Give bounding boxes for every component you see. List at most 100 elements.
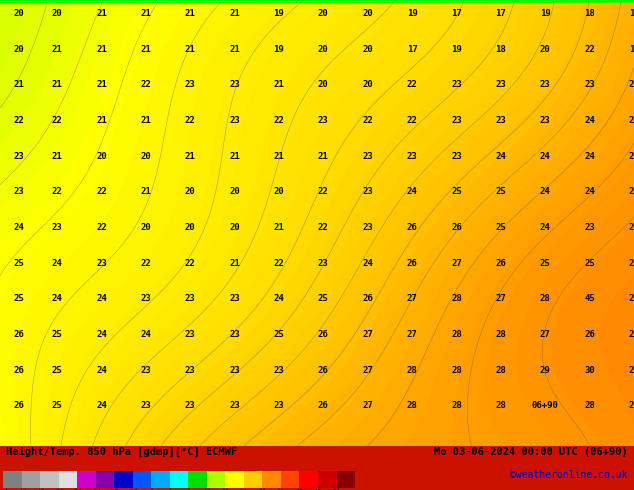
Text: 21: 21	[141, 116, 151, 125]
Text: 22: 22	[185, 116, 195, 125]
Text: 48: 48	[314, 489, 322, 490]
Text: 24: 24	[496, 151, 506, 161]
Text: 24: 24	[585, 116, 595, 125]
Text: 22: 22	[52, 116, 62, 125]
Text: 21: 21	[52, 45, 62, 53]
Text: -36: -36	[53, 489, 65, 490]
Text: 24: 24	[540, 187, 550, 196]
Text: 21: 21	[141, 9, 151, 18]
Text: 21: 21	[230, 45, 240, 53]
Text: 24: 24	[274, 294, 284, 303]
Bar	[40, 470, 59, 488]
Text: 24: 24	[52, 259, 62, 268]
Text: 22: 22	[274, 116, 284, 125]
Text: 24: 24	[240, 489, 248, 490]
Text: 28: 28	[451, 401, 462, 410]
Text: 24: 24	[629, 116, 634, 125]
Text: 21: 21	[52, 151, 62, 161]
Text: 23: 23	[141, 401, 151, 410]
Text: -18: -18	[108, 489, 120, 490]
Text: 27: 27	[363, 366, 373, 374]
Bar	[170, 470, 188, 488]
Bar	[299, 470, 318, 488]
Text: 18: 18	[221, 489, 230, 490]
Text: 26: 26	[14, 330, 24, 339]
Text: 26: 26	[585, 330, 595, 339]
Text: 30: 30	[585, 366, 595, 374]
Text: 29: 29	[540, 366, 550, 374]
Text: 23: 23	[363, 187, 373, 196]
Text: 24: 24	[363, 259, 373, 268]
Text: 24: 24	[52, 294, 62, 303]
Text: 23: 23	[230, 366, 240, 374]
Text: 24: 24	[407, 187, 417, 196]
Text: 21: 21	[185, 9, 195, 18]
Text: 24: 24	[96, 401, 107, 410]
Bar	[188, 470, 207, 488]
Bar	[262, 470, 281, 488]
Text: 28: 28	[407, 366, 417, 374]
Text: 27: 27	[451, 259, 462, 268]
Text: 20: 20	[230, 223, 240, 232]
Text: 17: 17	[451, 9, 462, 18]
Text: 22: 22	[52, 187, 62, 196]
Text: 24: 24	[96, 294, 107, 303]
Text: 24: 24	[629, 80, 634, 89]
Text: 25: 25	[629, 294, 634, 303]
Text: 21: 21	[96, 9, 107, 18]
Text: 21: 21	[96, 116, 107, 125]
Text: 22: 22	[96, 223, 107, 232]
Text: 23: 23	[363, 151, 373, 161]
Text: 25: 25	[52, 330, 62, 339]
Text: 23: 23	[230, 80, 240, 89]
Text: 25: 25	[274, 330, 284, 339]
Text: 24: 24	[540, 223, 550, 232]
Text: 45: 45	[585, 294, 595, 303]
Text: 22: 22	[141, 80, 151, 89]
Text: 23: 23	[318, 116, 328, 125]
Text: 21: 21	[96, 80, 107, 89]
Text: 23: 23	[274, 401, 284, 410]
Text: 23: 23	[318, 259, 328, 268]
Text: 22: 22	[363, 116, 373, 125]
Text: 25: 25	[585, 259, 595, 268]
Text: 26: 26	[318, 401, 328, 410]
Bar	[22, 470, 40, 488]
Text: 22: 22	[318, 187, 328, 196]
Text: 21: 21	[141, 187, 151, 196]
Text: 12: 12	[203, 489, 211, 490]
Text: 23: 23	[451, 80, 462, 89]
Text: -42: -42	[34, 489, 46, 490]
Text: 19: 19	[451, 45, 462, 53]
Text: 23: 23	[230, 116, 240, 125]
Text: 22: 22	[141, 259, 151, 268]
Text: 20: 20	[141, 151, 151, 161]
Text: 23: 23	[141, 294, 151, 303]
Text: 23: 23	[14, 187, 24, 196]
Text: 25: 25	[318, 294, 328, 303]
Text: 23: 23	[496, 116, 506, 125]
Text: 20: 20	[141, 223, 151, 232]
Text: 19: 19	[274, 9, 284, 18]
Text: 24: 24	[629, 223, 634, 232]
Text: 23: 23	[540, 80, 550, 89]
Text: 25: 25	[629, 151, 634, 161]
Text: 25: 25	[496, 223, 506, 232]
Text: 21: 21	[185, 151, 195, 161]
Text: 28: 28	[496, 366, 506, 374]
Text: 20: 20	[274, 187, 284, 196]
Text: 23: 23	[96, 259, 107, 268]
Text: 27: 27	[496, 294, 506, 303]
Text: 22: 22	[14, 116, 24, 125]
Text: 17: 17	[407, 45, 417, 53]
Text: 22: 22	[96, 187, 107, 196]
Text: -30: -30	[71, 489, 83, 490]
Text: 24: 24	[629, 187, 634, 196]
Bar	[96, 470, 114, 488]
Bar	[337, 470, 355, 488]
Text: 23: 23	[363, 223, 373, 232]
Text: 28: 28	[496, 330, 506, 339]
Text: 21: 21	[274, 80, 284, 89]
Text: 18: 18	[629, 9, 634, 18]
Text: 28: 28	[629, 366, 634, 374]
